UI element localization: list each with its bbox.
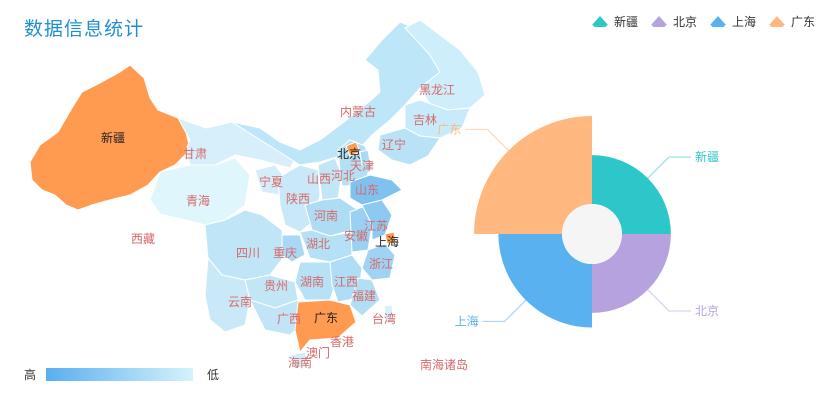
province-hainan[interactable]	[289, 351, 309, 369]
map-province-label: 浙江	[369, 257, 393, 271]
pie-slice[interactable]	[498, 234, 592, 328]
legend-marker-icon	[768, 16, 785, 27]
visual-map-low-label: 低	[207, 368, 220, 382]
legend-item[interactable]: 上海	[709, 13, 756, 30]
map-province-label: 辽宁	[382, 137, 406, 152]
pie-label-line	[482, 289, 537, 322]
map-province-label: 天津	[350, 159, 374, 173]
map-province-label: 上海	[375, 234, 399, 249]
china-map	[29, 19, 486, 369]
province-taiwan[interactable]	[383, 304, 395, 325]
province-yunnan[interactable]	[204, 256, 251, 333]
visual-map-gradient-bar[interactable]	[46, 368, 193, 381]
province-tianjin[interactable]	[359, 149, 371, 166]
map-province-label: 江西	[334, 275, 358, 289]
map-province-label: 北京	[337, 147, 361, 161]
legend-item[interactable]: 北京	[650, 13, 697, 30]
legend-marker-icon	[650, 16, 667, 27]
province-liaoning[interactable]	[377, 127, 441, 166]
map-province-label: 西藏	[131, 232, 155, 246]
map-province-label: 山东	[355, 183, 379, 197]
province-xinjiang[interactable]	[29, 64, 191, 211]
pie-slice-label: 新疆	[695, 149, 719, 164]
pie-slice[interactable]	[592, 155, 671, 234]
legend-marker-icon	[591, 16, 608, 27]
province-shandong[interactable]	[349, 174, 403, 206]
map-province-label: 内蒙古	[340, 104, 376, 119]
map-province-label: 甘肃	[183, 147, 207, 161]
pie-slice[interactable]	[592, 234, 671, 313]
legend-label: 广东	[790, 14, 815, 29]
legend-marker-icon	[709, 16, 726, 27]
province-chongqing[interactable]	[281, 234, 306, 263]
map-province-label: 广东	[314, 311, 338, 325]
legend-label: 北京	[672, 14, 697, 29]
pie-slice-label: 广东	[437, 122, 461, 136]
province-fujian[interactable]	[349, 277, 381, 317]
visual-map-high-label: 高	[24, 368, 37, 382]
pie-slice-label: 北京	[695, 304, 719, 318]
pie-label-line	[465, 128, 522, 164]
legend-item[interactable]: 新疆	[591, 13, 638, 30]
map-province-label: 福建	[352, 288, 376, 303]
map-province-label: 河南	[314, 208, 338, 223]
map-province-label: 南海诸岛	[420, 357, 468, 372]
legend-item[interactable]: 广东	[768, 13, 815, 30]
pie-label-line	[639, 281, 691, 312]
map-province-label: 陕西	[286, 191, 310, 206]
map-province-label: 重庆	[273, 246, 297, 260]
map-province-label: 台湾	[372, 311, 396, 326]
map-province-label: 山西	[307, 172, 331, 186]
map-province-label: 青海	[186, 193, 210, 208]
province-shanghai[interactable]	[384, 231, 397, 245]
map-province-label: 香港	[330, 335, 354, 349]
map-province-label: 云南	[228, 294, 252, 309]
map-province-label: 湖南	[300, 274, 324, 289]
province-xizang[interactable]	[89, 194, 206, 263]
map-province-label: 澳门	[306, 345, 330, 360]
legend-label: 上海	[731, 14, 756, 29]
province-guangdong[interactable]	[294, 299, 357, 354]
map-province-label: 安徽	[344, 228, 368, 243]
map-province-label: 宁夏	[259, 174, 283, 189]
map-province-label: 贵州	[264, 279, 288, 293]
pie-slice[interactable]	[474, 116, 592, 234]
province-shanxi[interactable]	[317, 157, 343, 201]
map-province-label: 湖北	[306, 236, 330, 251]
pie-label-line	[639, 156, 691, 187]
chart-title: 数据信息统计	[24, 18, 145, 40]
legend: 新疆 北京 上海 广东	[579, 12, 815, 30]
map-province-label: 新疆	[101, 130, 125, 145]
map-province-label: 海南	[288, 355, 312, 370]
map-province-label: 广西	[277, 312, 301, 326]
map-province-label: 江苏	[364, 219, 388, 233]
map-province-label: 四川	[236, 246, 260, 260]
map-province-label: 黑龙江	[419, 83, 455, 97]
map-province-label: 河北	[331, 169, 355, 183]
legend-label: 新疆	[613, 14, 638, 29]
rose-pie	[474, 116, 671, 328]
map-province-label: 吉林	[413, 113, 437, 127]
pie-slice-label: 上海	[455, 313, 479, 328]
pie-center-hole	[562, 204, 622, 264]
